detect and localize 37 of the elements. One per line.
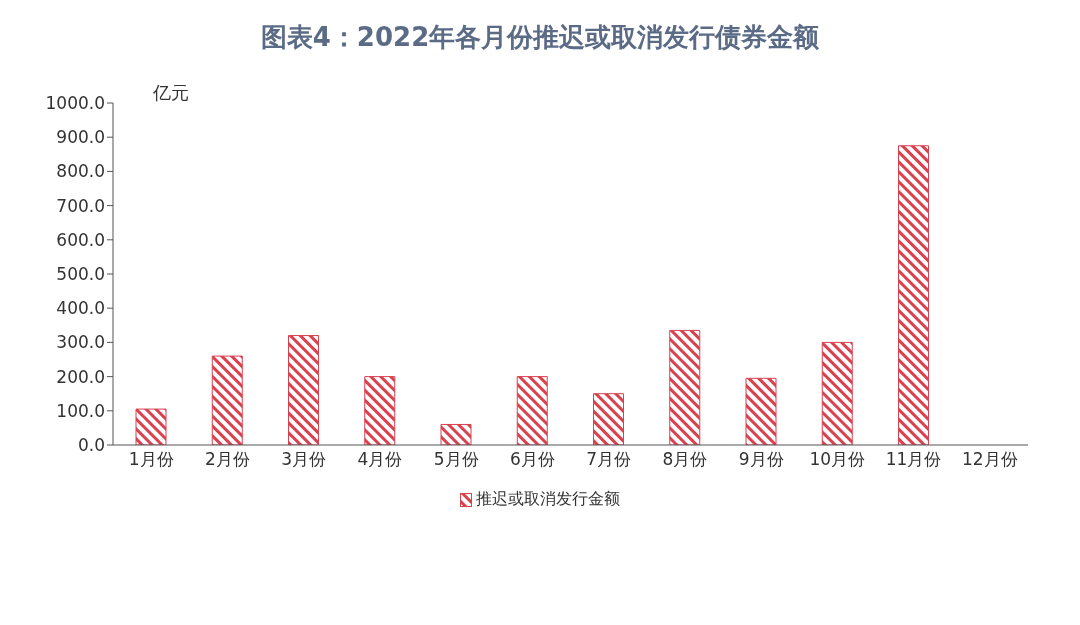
text: 推迟或取消发行金额 [476,489,620,510]
bar [745,377,777,445]
bar [593,393,624,445]
x-tick-label: 11月份 [885,449,942,470]
x-tick-label: 3月份 [281,449,327,470]
x-tick-label: 12月份 [962,449,1018,470]
bar [516,376,548,445]
y-tick-label: 100.0 [56,400,105,421]
y-tick-label: 700.0 [56,195,105,216]
x-tick-label: 10月份 [809,449,866,470]
bar [211,355,243,445]
bar [440,423,472,445]
bar [364,376,396,445]
bar [821,341,853,445]
bar [135,408,167,445]
y-tick-label: 300.0 [56,332,105,353]
x-tick-label: 1月份 [128,449,174,470]
bar [898,145,929,445]
y-tick-label: 400.0 [56,298,105,319]
y-tick-label: 600.0 [56,229,105,250]
bar [669,329,701,445]
x-tick-label: 5月份 [433,449,479,470]
y-tick-label: 900.0 [56,127,105,148]
x-tick-label: 6月份 [509,449,555,470]
x-tick-label: 9月份 [738,449,784,470]
x-tick-label: 2月份 [204,449,250,470]
y-tick-label: 0.0 [77,435,105,456]
y-tick-label: 800.0 [56,161,105,182]
x-tick-label: 7月份 [586,449,632,470]
x-tick-label: 8月份 [662,449,708,470]
y-tick-label: 1000.0 [45,93,105,114]
y-tick-label: 200.0 [56,366,105,387]
bar [288,335,319,445]
x-tick-label: 4月份 [357,449,403,470]
y-tick-label: 500.0 [56,264,105,285]
y-axis-title: 亿元 [153,81,189,105]
chart-title: 图表4：2022年各月份推迟或取消发行债券金额 [259,21,821,54]
